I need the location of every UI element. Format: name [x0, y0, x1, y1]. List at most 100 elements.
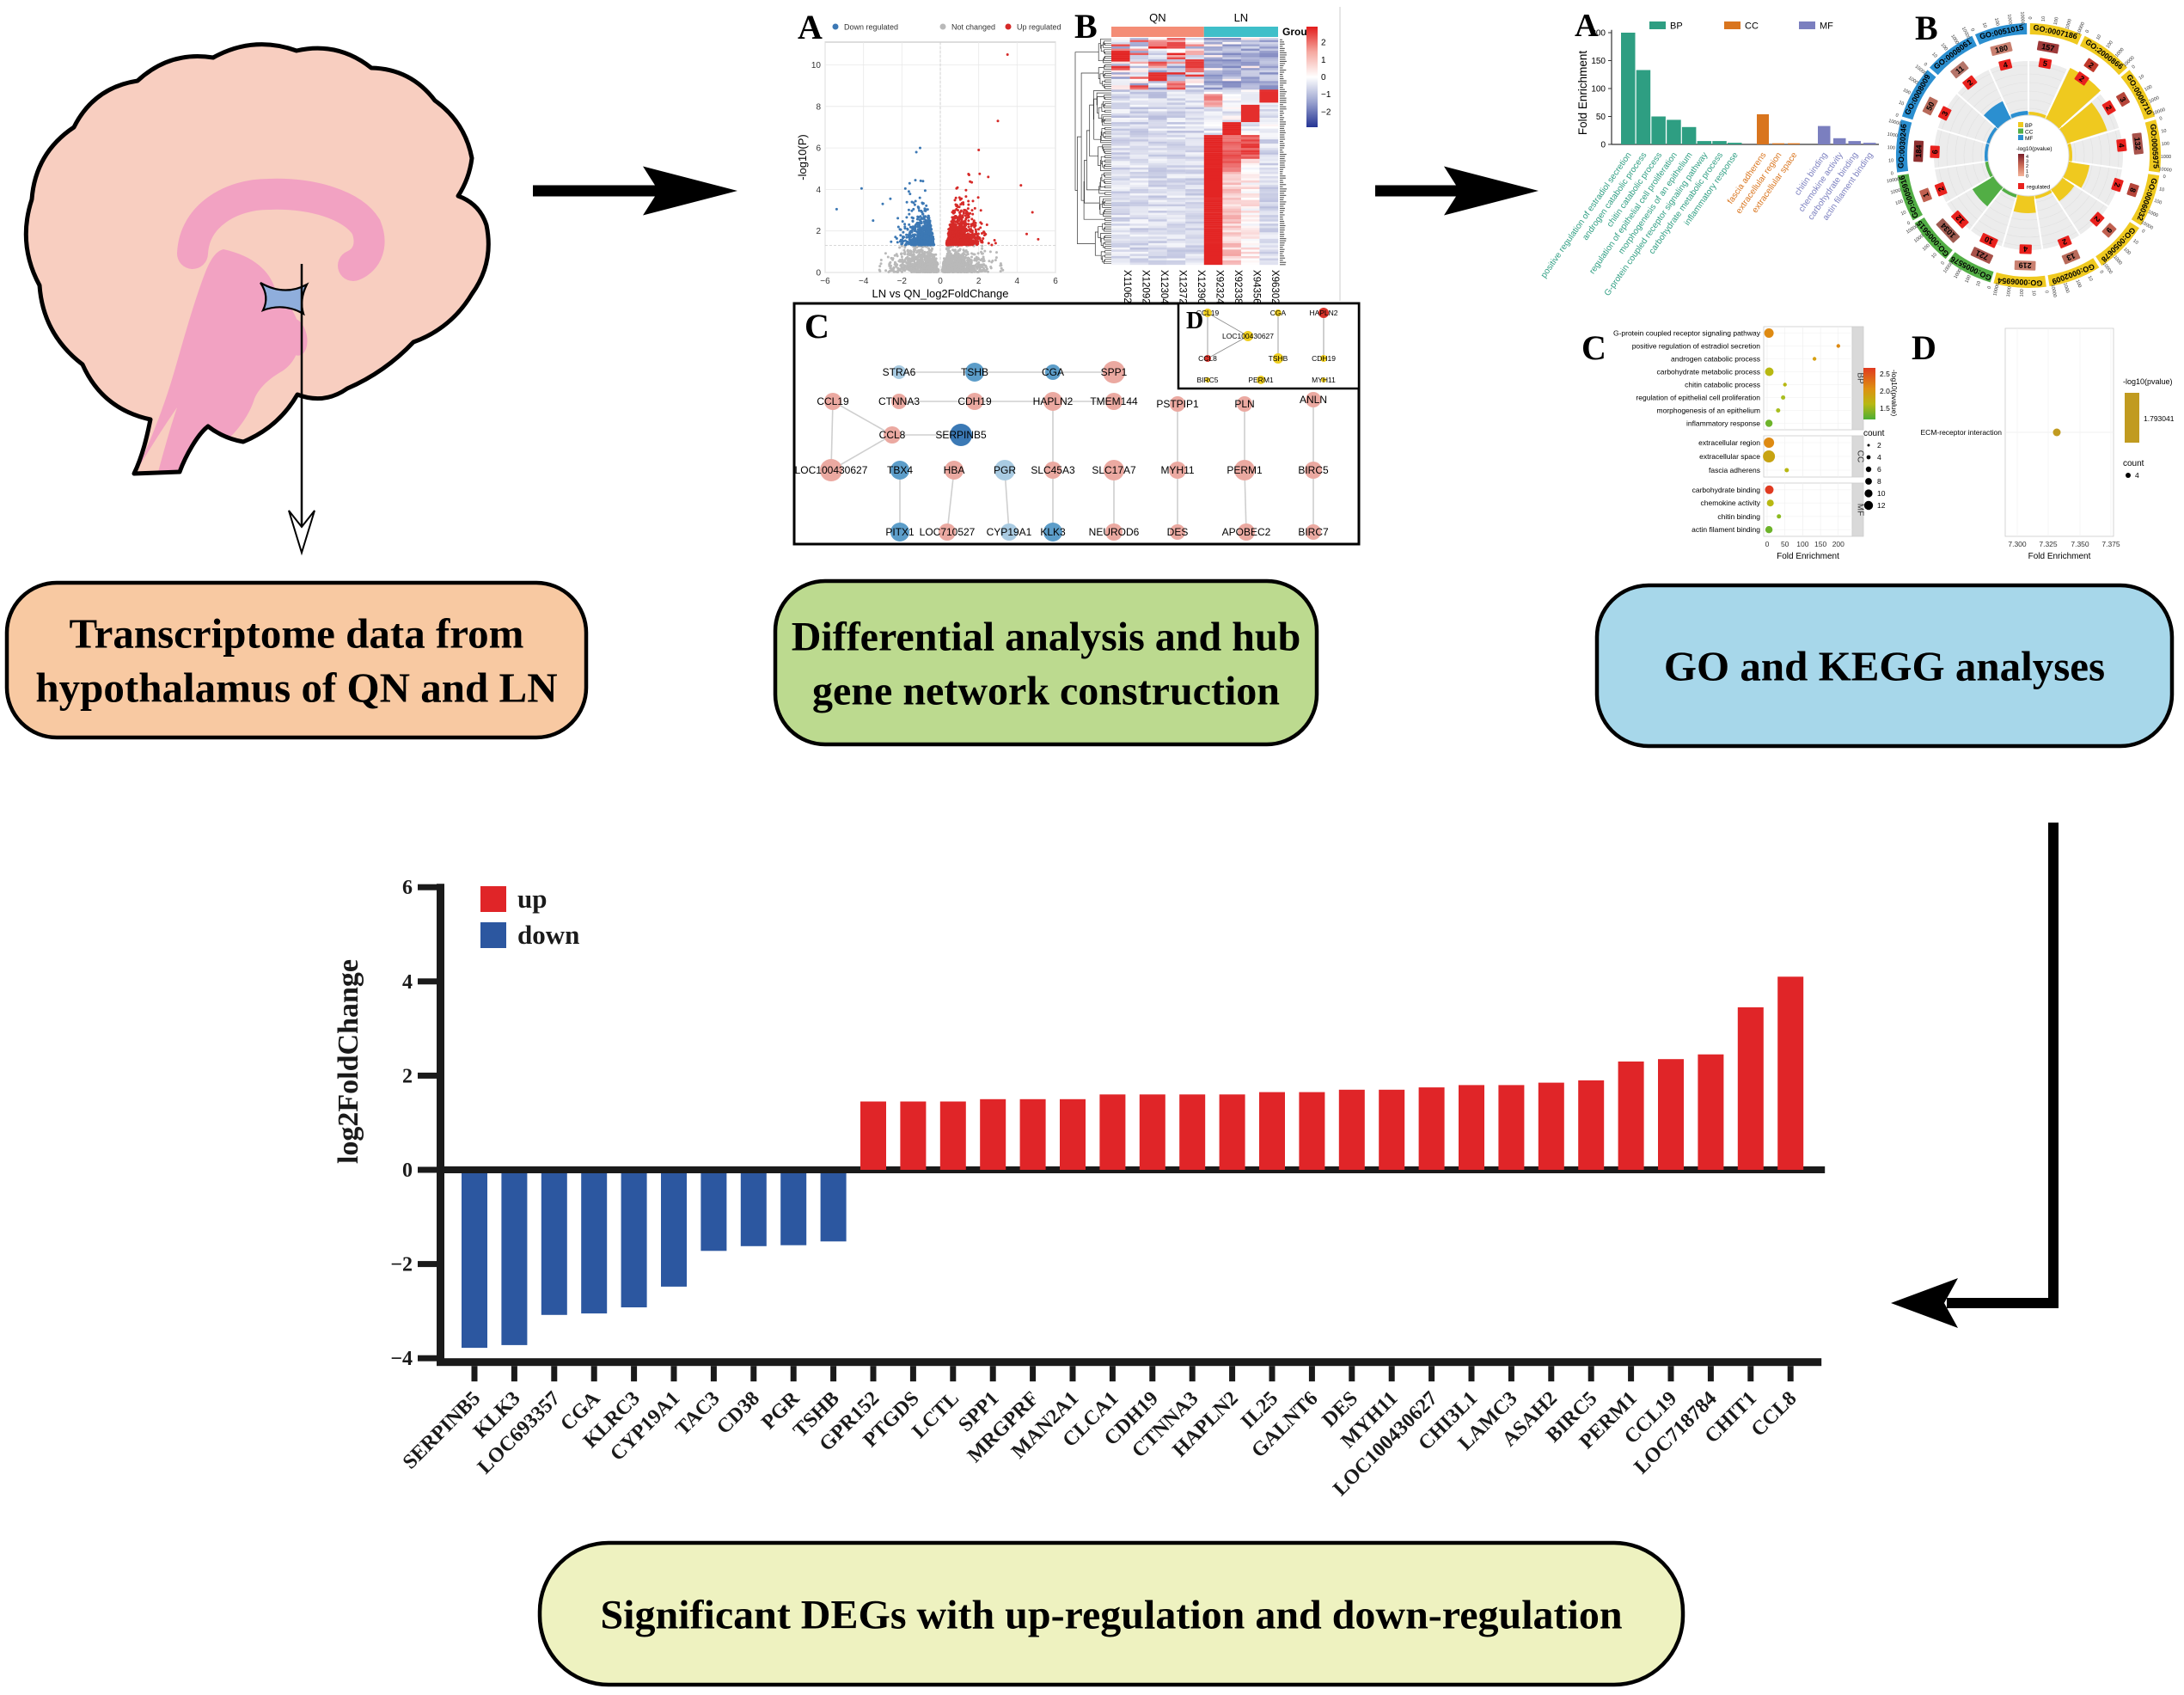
- svg-text:184: 184: [1914, 144, 1924, 157]
- svg-text:ANLN: ANLN: [1300, 394, 1327, 406]
- svg-text:ECM-receptor interaction: ECM-receptor interaction: [1921, 428, 2003, 437]
- svg-text:CCL19: CCL19: [1196, 309, 1220, 317]
- svg-text:positive regulation of estradi: positive regulation of estradiol secreti…: [1632, 342, 1761, 351]
- svg-text:CC: CC: [2025, 130, 2034, 136]
- svg-text:−2: −2: [897, 277, 908, 286]
- svg-text:X12372: X12372: [1177, 270, 1187, 304]
- svg-text:1000: 1000: [2161, 155, 2171, 160]
- svg-text:8: 8: [1877, 477, 1881, 486]
- svg-text:LOC100430627: LOC100430627: [1222, 332, 1274, 340]
- svg-text:10: 10: [2161, 128, 2167, 134]
- svg-text:SPP1: SPP1: [1101, 366, 1128, 378]
- svg-text:0: 0: [1600, 141, 1606, 150]
- svg-text:200: 200: [1832, 540, 1844, 548]
- svg-text:PGR: PGR: [994, 464, 1016, 476]
- svg-text:Significant DEGs with up-regul: Significant DEGs with up-regulation and …: [600, 1592, 1622, 1637]
- svg-text:Fold Enrichment: Fold Enrichment: [1777, 552, 1839, 561]
- svg-text:132: 132: [2132, 137, 2143, 150]
- svg-text:PERM1: PERM1: [1248, 376, 1274, 384]
- svg-text:gene network construction: gene network construction: [812, 668, 1280, 713]
- svg-text:CCL8: CCL8: [1198, 354, 1217, 363]
- svg-text:X12092: X12092: [1140, 270, 1150, 304]
- svg-text:regulated: regulated: [2027, 185, 2050, 191]
- svg-text:0: 0: [2028, 16, 2034, 19]
- svg-text:4: 4: [1015, 277, 1020, 286]
- svg-text:MF: MF: [1820, 21, 1833, 32]
- svg-text:down: down: [517, 920, 579, 950]
- svg-text:A: A: [798, 8, 823, 46]
- svg-text:CYP19A1: CYP19A1: [987, 526, 1032, 538]
- svg-text:6: 6: [1930, 150, 1939, 154]
- svg-text:inflammatory response: inflammatory response: [1686, 419, 1760, 428]
- svg-text:0: 0: [1765, 540, 1770, 548]
- svg-text:extracellular space: extracellular space: [1699, 452, 1760, 461]
- svg-text:50: 50: [1596, 113, 1606, 122]
- svg-text:Fold Enrichment: Fold Enrichment: [2028, 552, 2091, 561]
- svg-text:7.375: 7.375: [2101, 540, 2120, 548]
- svg-text:chemokine activity: chemokine activity: [1701, 499, 1761, 507]
- svg-text:D: D: [1912, 328, 1936, 367]
- svg-text:LN: LN: [1234, 11, 1249, 24]
- svg-text:PERM1: PERM1: [1227, 464, 1263, 476]
- svg-text:count: count: [1863, 429, 1885, 438]
- svg-text:CTNNA3: CTNNA3: [878, 395, 920, 407]
- svg-text:2.0: 2.0: [1880, 387, 1890, 395]
- svg-text:MF: MF: [1856, 504, 1865, 516]
- svg-text:TMEM144: TMEM144: [1090, 395, 1138, 407]
- svg-text:CGA: CGA: [1042, 366, 1064, 378]
- svg-text:fascia adherens: fascia adherens: [1709, 466, 1760, 474]
- svg-text:200: 200: [1591, 29, 1606, 39]
- svg-text:regulation of epithelial cell: regulation of epithelial cell proliferat…: [1636, 394, 1760, 402]
- svg-text:4: 4: [402, 971, 413, 994]
- svg-text:log2FoldChange: log2FoldChange: [333, 959, 364, 1164]
- svg-text:up: up: [517, 884, 547, 914]
- svg-text:HAPLN2: HAPLN2: [1309, 309, 1337, 317]
- svg-text:7.300: 7.300: [2008, 540, 2027, 548]
- svg-text:HAPLN2: HAPLN2: [1033, 395, 1074, 407]
- svg-text:−1: −1: [1321, 90, 1331, 100]
- svg-text:X12390: X12390: [1196, 270, 1206, 304]
- svg-text:CCL19: CCL19: [817, 395, 849, 407]
- svg-text:LN vs QN_log2FoldChange: LN vs QN_log2FoldChange: [872, 287, 1009, 300]
- svg-text:4: 4: [2023, 245, 2028, 254]
- svg-text:6: 6: [1877, 465, 1881, 474]
- svg-text:0: 0: [402, 1160, 413, 1182]
- svg-text:SLC45A3: SLC45A3: [1031, 464, 1075, 476]
- svg-text:2: 2: [1877, 441, 1881, 450]
- svg-text:BIRC5: BIRC5: [1196, 376, 1218, 384]
- svg-text:CCL8: CCL8: [879, 429, 906, 441]
- svg-text:100: 100: [1796, 540, 1808, 548]
- svg-text:X96302: X96302: [1269, 270, 1280, 304]
- svg-text:−4: −4: [390, 1348, 413, 1370]
- svg-text:4: 4: [1877, 453, 1881, 462]
- svg-text:CDH19: CDH19: [957, 395, 992, 407]
- svg-text:Down regulated: Down regulated: [844, 23, 898, 32]
- svg-text:X11062: X11062: [1122, 270, 1132, 303]
- svg-text:KLK3: KLK3: [1040, 526, 1066, 538]
- svg-text:D: D: [1186, 308, 1203, 334]
- svg-text:7.325: 7.325: [2039, 540, 2058, 548]
- svg-text:GO and KEGG analyses: GO and KEGG analyses: [1664, 643, 2105, 690]
- svg-text:2: 2: [816, 227, 821, 236]
- svg-text:MF: MF: [2025, 136, 2033, 142]
- svg-text:4: 4: [2135, 471, 2139, 480]
- svg-text:BIRC5: BIRC5: [1298, 464, 1329, 476]
- svg-text:10000: 10000: [2019, 11, 2025, 25]
- svg-text:X12304: X12304: [1159, 270, 1169, 304]
- svg-text:Differential analysis and hub: Differential analysis and hub: [792, 614, 1301, 659]
- svg-text:APOBEC2: APOBEC2: [1222, 526, 1271, 538]
- svg-text:−2: −2: [1321, 107, 1331, 117]
- svg-text:2.5: 2.5: [1880, 370, 1890, 378]
- svg-text:0: 0: [816, 269, 821, 278]
- svg-text:NEUROD6: NEUROD6: [1089, 526, 1140, 538]
- svg-text:1.5: 1.5: [1880, 404, 1890, 413]
- svg-text:CC: CC: [1745, 21, 1759, 32]
- svg-text:0: 0: [938, 277, 943, 286]
- svg-text:CC: CC: [1856, 450, 1865, 462]
- svg-text:10: 10: [811, 61, 822, 70]
- svg-text:carbohydrate binding: carbohydrate binding: [1692, 486, 1761, 494]
- svg-text:CDH19: CDH19: [1312, 354, 1336, 363]
- svg-text:PLN: PLN: [1234, 398, 1254, 410]
- svg-text:PSTPIP1: PSTPIP1: [1156, 398, 1199, 410]
- svg-text:8: 8: [816, 102, 821, 112]
